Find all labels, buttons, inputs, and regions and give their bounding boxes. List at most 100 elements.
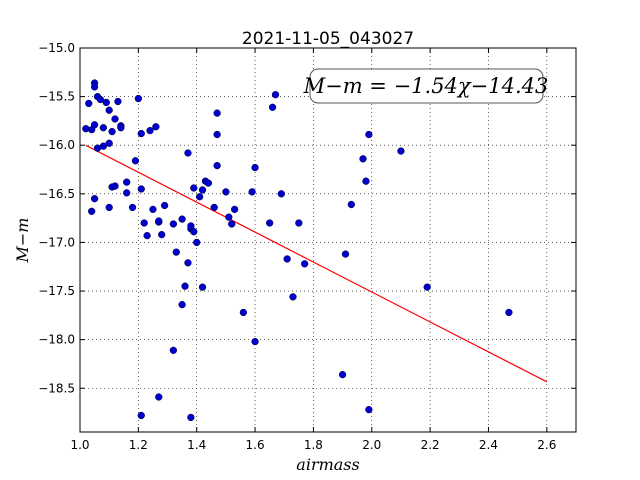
data-point — [397, 147, 405, 155]
y-axis-label: M−m — [13, 218, 32, 264]
data-point — [117, 124, 125, 132]
x-tick-label: 1.8 — [304, 438, 323, 452]
x-tick-label: 2.2 — [421, 438, 440, 452]
data-point — [283, 255, 291, 263]
data-point — [178, 300, 186, 309]
x-tick-label: 1.4 — [187, 438, 206, 452]
data-point — [99, 124, 107, 132]
data-point — [105, 203, 113, 212]
data-point — [111, 182, 119, 190]
y-tick-label: −17.0 — [38, 235, 75, 249]
data-point — [213, 109, 221, 117]
data-point — [184, 149, 192, 157]
data-point — [158, 231, 166, 239]
plot-frame — [79, 47, 577, 433]
data-point — [140, 219, 148, 227]
data-point — [505, 308, 513, 317]
data-point — [251, 163, 259, 172]
data-point — [85, 99, 93, 108]
x-tick-label: 1.6 — [246, 438, 265, 452]
data-point — [169, 346, 178, 354]
data-point — [169, 220, 178, 228]
data-point — [111, 115, 119, 123]
x-tick-labels: 1.0 1.2 1.4 1.6 1.8 2.0 2.2 2.4 2.6 — [70, 438, 556, 452]
data-point — [90, 83, 99, 91]
data-point — [204, 179, 213, 187]
data-point — [271, 91, 280, 99]
data-point — [210, 203, 218, 212]
data-point — [128, 203, 137, 212]
data-point — [90, 195, 99, 203]
data-point — [172, 248, 180, 256]
data-point — [365, 130, 373, 139]
data-points — [82, 79, 513, 422]
data-point — [359, 155, 367, 163]
data-point — [137, 185, 145, 193]
data-point — [143, 231, 151, 240]
data-point — [105, 139, 113, 147]
data-point — [114, 97, 122, 106]
x-tick-label: 2.6 — [537, 438, 556, 452]
data-point — [184, 259, 192, 267]
data-point — [213, 161, 221, 170]
fit-line — [85, 144, 548, 383]
data-point — [248, 188, 256, 196]
data-point — [251, 337, 259, 346]
data-point — [423, 283, 431, 291]
data-point — [137, 129, 145, 138]
y-tick-label: −15.5 — [38, 90, 75, 104]
data-point — [301, 260, 309, 268]
data-point — [193, 238, 201, 247]
data-point — [123, 178, 131, 186]
x-axis-label: airmass — [296, 455, 359, 474]
data-point — [198, 283, 207, 291]
data-point — [225, 213, 233, 221]
y-tick-labels: −15.0 −15.5 −16.0 −16.5 −17.0 −17.5 −18.0 −18.5 — [38, 41, 75, 395]
y-tick-label: −16.0 — [38, 138, 75, 152]
data-point — [265, 219, 274, 227]
x-tick-label: 1.2 — [129, 438, 148, 452]
data-point — [289, 293, 297, 301]
data-point — [187, 222, 195, 230]
data-point — [190, 228, 198, 236]
y-tick-label: −18.5 — [38, 381, 75, 395]
annotation-box — [309, 68, 544, 104]
chart-title: 2021-11-05_043027 — [242, 29, 414, 49]
data-point — [187, 413, 195, 422]
data-point — [134, 94, 143, 103]
data-point — [228, 220, 236, 228]
data-point — [295, 219, 303, 227]
data-point — [152, 123, 160, 131]
data-point — [198, 186, 207, 194]
data-point — [178, 215, 186, 223]
data-point — [102, 98, 110, 107]
data-point — [146, 126, 154, 135]
data-point — [195, 193, 204, 201]
y-tick-label: −18.0 — [38, 333, 75, 347]
data-point — [131, 157, 140, 165]
data-point — [96, 95, 105, 104]
data-point — [123, 189, 131, 197]
x-tick-label: 2.4 — [479, 438, 498, 452]
x-tick-label: 2.0 — [362, 438, 381, 452]
x-tick-label: 1.0 — [70, 438, 89, 452]
y-tick-label: −16.5 — [38, 187, 75, 201]
data-point — [181, 282, 189, 290]
data-point — [362, 177, 370, 185]
data-point — [155, 217, 163, 225]
data-point — [99, 142, 107, 150]
y-tick-label: −17.5 — [38, 284, 75, 298]
data-point — [149, 205, 157, 214]
data-point — [190, 184, 198, 192]
data-point — [137, 411, 145, 420]
data-point — [213, 130, 221, 139]
fit-line-group — [85, 144, 548, 383]
annotation-text: M−m = −1.54χ−14.43 — [303, 74, 549, 98]
tick-marks — [79, 47, 576, 432]
data-point — [108, 127, 116, 136]
y-tick-label: −15.0 — [38, 41, 75, 55]
data-point — [222, 188, 230, 196]
data-point — [160, 201, 169, 210]
data-point — [347, 200, 355, 209]
